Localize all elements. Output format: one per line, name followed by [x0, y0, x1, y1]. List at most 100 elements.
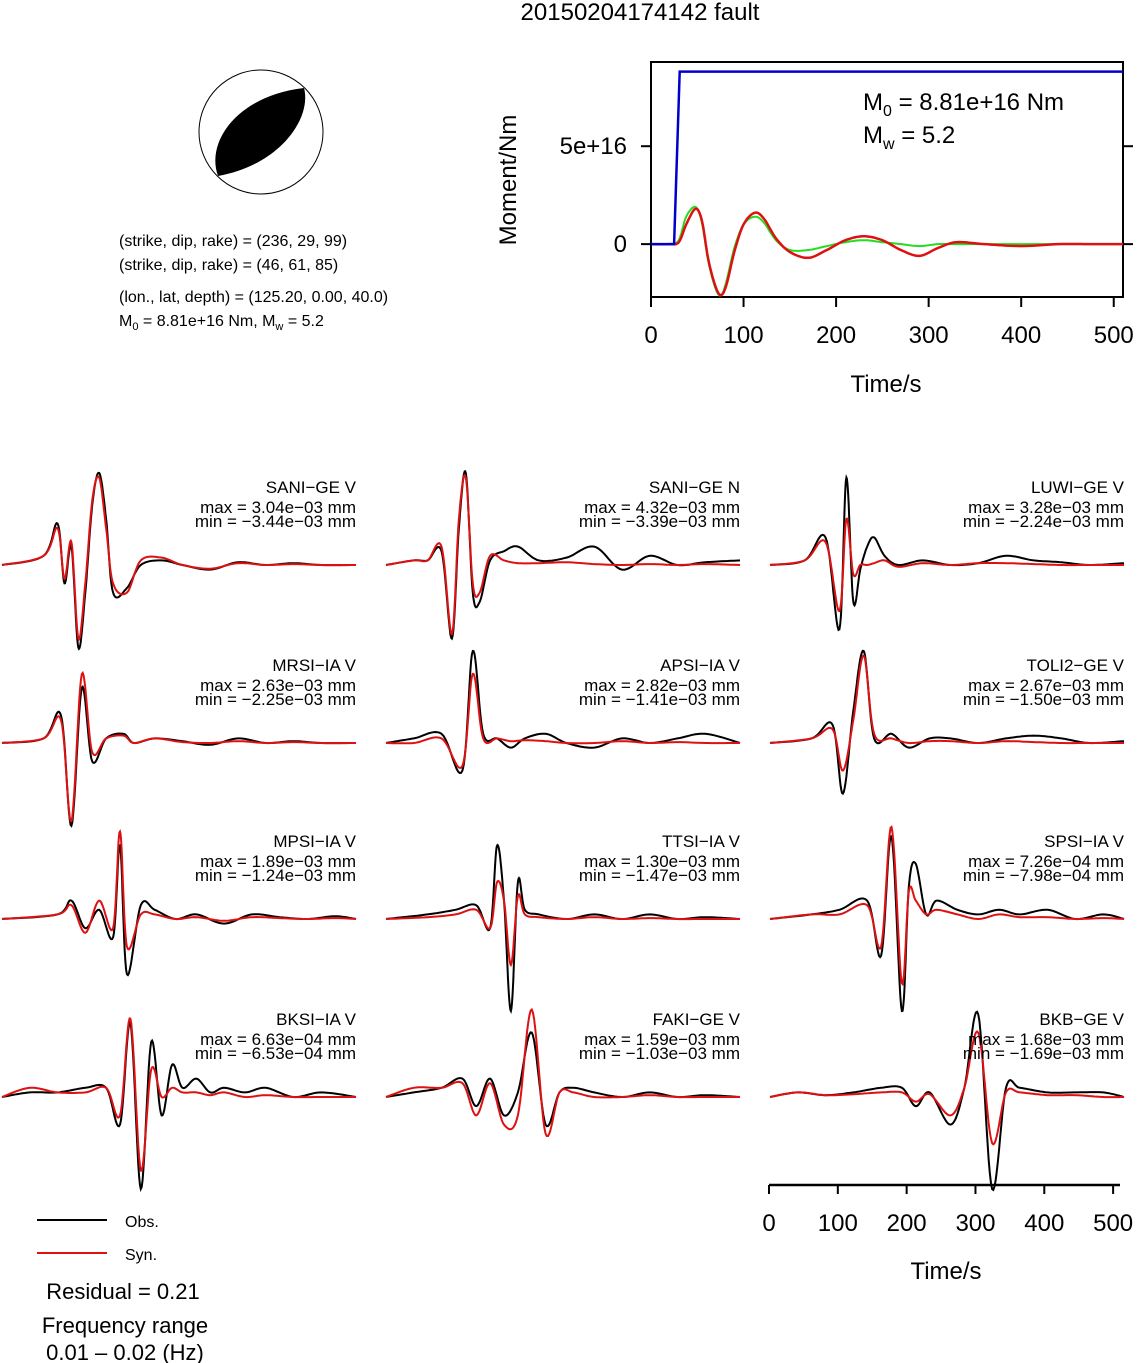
- station-label: FAKI−GE V: [653, 1010, 741, 1029]
- station-min: min = −3.44e−03 mm: [195, 512, 356, 531]
- station-label: APSI−IA V: [660, 656, 741, 675]
- station-label: MPSI−IA V: [273, 832, 356, 851]
- station-min: min = −1.41e−03 mm: [579, 690, 740, 709]
- figure-title: 20150204174142 fault: [521, 0, 760, 26]
- mechanism-moment: M0 = 8.81e+16 Nm, Mw = 5.2: [119, 313, 324, 333]
- synthetic-trace: [769, 825, 1125, 987]
- station-min: min = −1.50e−03 mm: [963, 690, 1124, 709]
- moment-xtick-label-200: 200: [816, 322, 856, 349]
- station-label: SANI−GE N: [649, 478, 740, 497]
- station-label: TTSI−IA V: [662, 832, 741, 851]
- mechanism-line3: (lon., lat, depth) = (125.20, 0.00, 40.0…: [119, 289, 388, 306]
- synthetic-trace: [769, 517, 1124, 613]
- station-max: max = 3.04e−03 mm: [200, 498, 356, 517]
- observed-trace: [385, 843, 741, 1015]
- observed-trace: [769, 1010, 1125, 1192]
- station-max: max = 1.30e−03 mm: [584, 852, 740, 871]
- waveform-xtick-label-500: 500: [1093, 1210, 1133, 1237]
- station-min: min = −2.25e−03 mm: [195, 690, 356, 709]
- moment-plot: 0 100 200 300 400 500 0 5e+16: [560, 61, 1134, 349]
- synthetic-trace: [1, 828, 357, 951]
- synthetic-trace: [1, 475, 356, 642]
- moment-xtick-label-500: 500: [1094, 322, 1134, 349]
- moment-ylabel: Moment/Nm: [495, 115, 522, 246]
- synthetic-trace: [385, 1007, 740, 1137]
- station-min: min = −1.69e−03 mm: [963, 1044, 1124, 1063]
- residual-text: Residual = 0.21: [46, 1279, 200, 1304]
- beachball-icon: [198, 69, 324, 195]
- waveform-xtick-label-400: 400: [1024, 1210, 1064, 1237]
- station-label: SPSI−IA V: [1044, 832, 1125, 851]
- station-max: max = 1.59e−03 mm: [584, 1030, 740, 1049]
- cumulative-moment-line: [651, 70, 1123, 246]
- station-max: max = 1.89e−03 mm: [200, 852, 356, 871]
- waveform-xtick-label-100: 100: [818, 1210, 858, 1237]
- moment-xtick-label-0: 0: [644, 322, 657, 349]
- station-max: max = 1.68e−03 mm: [968, 1030, 1124, 1049]
- station-label: BKB−GE V: [1039, 1010, 1124, 1029]
- legend-obs-label: Obs.: [125, 1214, 159, 1231]
- legend-syn-label: Syn.: [125, 1247, 157, 1264]
- station-min: min = −1.47e−03 mm: [579, 866, 740, 885]
- station-min: min = −6.53e−04 mm: [195, 1044, 356, 1063]
- synthetic-trace: [385, 473, 741, 636]
- synthetic-trace: [1, 1017, 356, 1172]
- moment-xtick-label-300: 300: [909, 322, 949, 349]
- observed-trace: [769, 473, 1125, 632]
- frequency-range-label: Frequency range: [42, 1313, 208, 1338]
- station-min: min = −1.24e−03 mm: [195, 866, 356, 885]
- moment-ytick-label-0: 0: [614, 231, 627, 258]
- synthetic-trace: [386, 672, 740, 769]
- station-label: BKSI−IA V: [276, 1010, 357, 1029]
- station-min: min = −2.24e−03 mm: [963, 512, 1124, 531]
- synthetic-trace: [769, 654, 1124, 772]
- mechanism-line2: (strike, dip, rake) = (46, 61, 85): [119, 257, 338, 274]
- station-min: min = −7.98e−04 mm: [963, 866, 1124, 885]
- moment-rate-synthetic-line: [651, 205, 1123, 297]
- station-max: max = 7.26e−04 mm: [968, 852, 1124, 871]
- station-max: max = 2.67e−03 mm: [968, 676, 1124, 695]
- moment-xtick-label-400: 400: [1001, 322, 1041, 349]
- waveform-xlabel: Time/s: [910, 1258, 981, 1285]
- moment-xlabel: Time/s: [850, 371, 921, 398]
- station-label: LUWI−GE V: [1031, 478, 1125, 497]
- station-max: max = 4.32e−03 mm: [584, 498, 740, 517]
- waveform-xtick-label-300: 300: [955, 1210, 995, 1237]
- station-label: TOLI2−GE V: [1027, 656, 1125, 675]
- mechanism-line1: (strike, dip, rake) = (236, 29, 99): [119, 233, 347, 250]
- synthetic-trace: [1, 670, 356, 823]
- moment-ytick-label-1: 5e+16: [560, 133, 627, 160]
- moment-rate-observed-line: [651, 207, 1123, 297]
- waveform-xtick-label-200: 200: [887, 1210, 927, 1237]
- synthetic-trace: [385, 879, 740, 968]
- station-max: max = 2.82e−03 mm: [584, 676, 740, 695]
- moment-annot-mw: Mw = 5.2: [863, 122, 955, 153]
- moment-annot-m0: M0 = 8.81e+16 Nm: [863, 89, 1064, 120]
- moment-plot-frame: [650, 61, 1124, 298]
- station-min: min = −1.03e−03 mm: [579, 1044, 740, 1063]
- station-label: SANI−GE V: [266, 478, 357, 497]
- station-label: MRSI−IA V: [272, 656, 356, 675]
- synthetic-trace: [769, 1030, 1124, 1146]
- waveform-time-axis: 0 100 200 300 400 500: [762, 1183, 1133, 1237]
- station-max: max = 6.63e−04 mm: [200, 1030, 356, 1049]
- frequency-range-value: 0.01 – 0.02 (Hz): [46, 1340, 204, 1363]
- station-min: min = −3.39e−03 mm: [579, 512, 740, 531]
- waveform-xtick-label-0: 0: [762, 1210, 775, 1237]
- station-max: max = 2.63e−03 mm: [200, 676, 356, 695]
- moment-xtick-label-100: 100: [724, 322, 764, 349]
